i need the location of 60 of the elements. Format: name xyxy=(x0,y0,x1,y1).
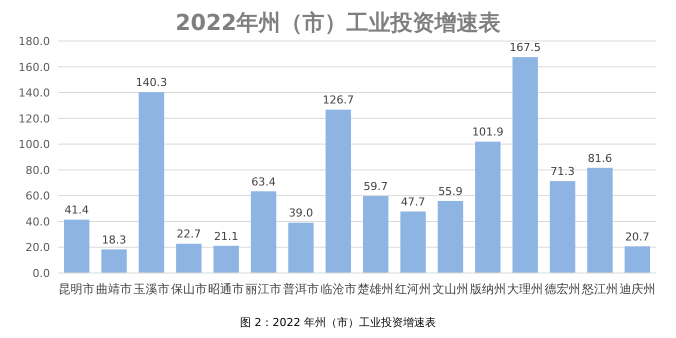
data-label: 47.7 xyxy=(400,196,426,209)
bar xyxy=(64,220,90,273)
data-label: 167.5 xyxy=(509,41,541,54)
y-tick-label: 0.0 xyxy=(32,267,50,280)
caption: 图 2：2022 年州（市）工业投资增速表 xyxy=(240,316,436,329)
y-tick-label: 140.0 xyxy=(18,86,50,100)
x-tick-label: 版纳州 xyxy=(470,282,506,296)
x-tick-label: 楚雄州 xyxy=(358,282,394,296)
data-label: 21.1 xyxy=(214,230,238,243)
x-tick-label: 怒江州 xyxy=(580,282,618,296)
bar xyxy=(176,244,202,273)
bar xyxy=(250,191,276,273)
bar xyxy=(624,246,650,273)
x-tick-label: 文山州 xyxy=(432,282,468,296)
bar xyxy=(587,168,613,273)
data-label: 140.3 xyxy=(136,76,168,90)
bar xyxy=(213,246,239,273)
x-tick-label: 迪庆州 xyxy=(619,282,656,296)
data-label: 55.9 xyxy=(438,184,463,198)
data-label: 63.4 xyxy=(251,175,276,188)
x-tick-label: 德宏州 xyxy=(544,282,581,296)
chart-title: 2022年州（市）工业投资增速表 xyxy=(175,10,501,36)
x-tick-label: 大理州 xyxy=(507,282,544,296)
data-label: 22.7 xyxy=(176,228,202,241)
bar xyxy=(288,222,314,273)
y-tick-label: 60.0 xyxy=(26,190,50,203)
data-label: 81.6 xyxy=(588,152,612,165)
bar xyxy=(138,92,164,273)
y-tick-label: 180.0 xyxy=(18,35,50,48)
data-label: 20.7 xyxy=(625,230,650,244)
bar xyxy=(438,200,464,273)
y-tick-label: 80.0 xyxy=(26,164,50,177)
bar xyxy=(512,57,538,273)
y-tick-label: 100.0 xyxy=(18,138,50,152)
x-tick-label: 昆明市 xyxy=(58,282,95,296)
x-tick-label: 红河州 xyxy=(395,282,432,296)
x-tick-label: 保山市 xyxy=(170,282,207,296)
x-tick-label: 玉溪市 xyxy=(133,282,170,296)
y-tick-label: 160.0 xyxy=(18,60,50,74)
bar xyxy=(475,142,501,273)
x-tick-label: 丽江市 xyxy=(246,282,282,296)
data-label: 41.4 xyxy=(64,204,89,217)
x-tick-label: 昭通市 xyxy=(208,282,244,296)
x-tick-label: 普洱市 xyxy=(282,282,319,296)
data-label: 39.0 xyxy=(288,206,314,220)
bar xyxy=(326,110,352,273)
y-tick-label: 20.0 xyxy=(26,241,50,254)
y-tick-label: 40.0 xyxy=(26,215,50,228)
data-label: 126.7 xyxy=(322,94,354,107)
bar xyxy=(101,249,127,273)
bar xyxy=(362,196,388,273)
data-label: 18.3 xyxy=(102,233,126,246)
y-tick-label: 120.0 xyxy=(18,112,50,126)
x-tick-label: 曲靖市 xyxy=(96,282,132,296)
data-label: 71.3 xyxy=(550,165,575,178)
x-tick-label: 临沧市 xyxy=(320,282,356,296)
bar xyxy=(550,181,576,273)
data-label: 101.9 xyxy=(472,126,504,139)
bar xyxy=(400,212,426,273)
data-label: 59.7 xyxy=(363,180,388,194)
